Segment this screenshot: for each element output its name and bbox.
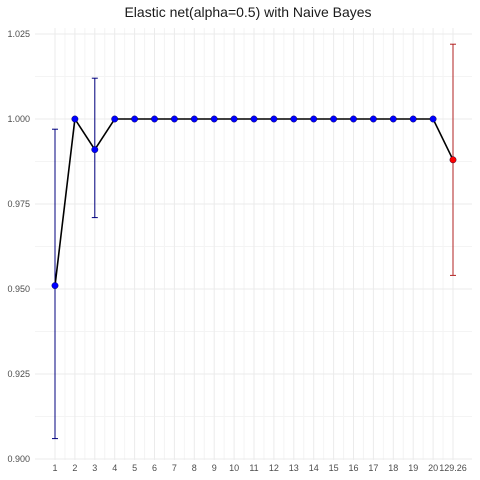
x-tick-label: 3 (92, 463, 97, 473)
y-tick-label: 0.900 (7, 454, 30, 464)
x-tick-label: 10 (229, 463, 239, 473)
data-point (310, 115, 318, 123)
data-point (111, 115, 119, 123)
data-point (131, 115, 139, 123)
y-tick-label: 1.000 (7, 114, 30, 124)
data-point (91, 146, 99, 154)
data-point (270, 115, 278, 123)
x-axis-ticks: 1 2 3 4 5 6 7 8 9 10 11 12 13 14 15 16 17 18 19 20 129.26 (52, 463, 466, 473)
data-point (290, 115, 298, 123)
x-tick-label: 11 (249, 463, 258, 473)
x-tick-label: 4 (112, 463, 117, 473)
grid (35, 28, 472, 460)
y-axis-ticks: 0.900 0.925 0.950 0.975 1.000 1.025 (7, 29, 30, 464)
x-tick-label: 9 (212, 463, 217, 473)
y-tick-label: 1.025 (7, 29, 30, 39)
x-tick-label: 6 (152, 463, 157, 473)
x-tick-label: 2 (72, 463, 77, 473)
data-points (51, 115, 457, 289)
x-tick-label: 15 (329, 463, 339, 473)
x-tick-label: 5 (132, 463, 137, 473)
x-tick-label: 17 (368, 463, 378, 473)
data-point (369, 115, 377, 123)
x-tick-label: 18 (388, 463, 398, 473)
x-tick-label: 8 (192, 463, 197, 473)
data-point (389, 115, 397, 123)
data-point (210, 115, 218, 123)
chart-title: Elastic net(alpha=0.5) with Naive Bayes (124, 4, 371, 20)
x-tick-label: 16 (348, 463, 358, 473)
y-tick-label: 0.950 (7, 284, 30, 294)
x-tick-label: 129.26 (439, 463, 467, 473)
x-tick-label: 1 (52, 463, 57, 473)
x-tick-label: 19 (408, 463, 418, 473)
x-tick-label: 13 (289, 463, 299, 473)
data-point (151, 115, 158, 123)
y-tick-label: 0.975 (7, 199, 30, 209)
x-tick-label: 7 (172, 463, 177, 473)
x-tick-label: 12 (269, 463, 279, 473)
data-point (170, 115, 178, 123)
data-point (51, 282, 59, 289)
y-tick-label: 0.925 (7, 369, 30, 379)
data-point (330, 115, 337, 123)
data-point (190, 115, 198, 123)
x-tick-label: 14 (309, 463, 319, 473)
data-point (449, 156, 457, 164)
data-point (71, 115, 79, 123)
data-point (429, 115, 437, 123)
x-tick-label: 20 (428, 463, 438, 473)
data-point (250, 115, 258, 123)
data-point (230, 115, 238, 123)
data-point (350, 115, 357, 123)
data-point (409, 115, 417, 123)
